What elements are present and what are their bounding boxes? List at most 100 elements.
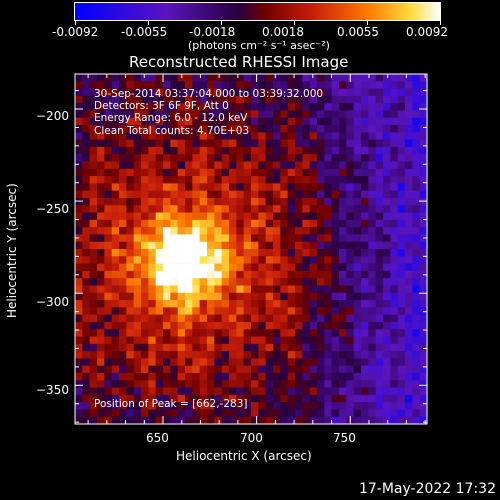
heatmap-cell xyxy=(236,321,244,330)
heatmap-cell xyxy=(317,256,325,264)
heatmap-cell xyxy=(353,365,362,374)
heatmap-cell xyxy=(375,212,384,221)
heatmap-cell xyxy=(104,219,112,228)
heatmap-cell xyxy=(229,249,237,257)
heatmap-cell xyxy=(309,132,318,140)
heatmap-cell xyxy=(199,197,208,206)
heatmap-cell xyxy=(251,154,259,162)
heatmap-cell xyxy=(126,146,134,155)
heatmap-cell xyxy=(419,74,428,82)
heatmap-cell xyxy=(229,183,237,191)
heatmap-cell xyxy=(170,95,178,104)
heatmap-cell xyxy=(133,110,142,119)
heatmap-cell xyxy=(141,416,149,425)
heatmap-cell xyxy=(273,387,281,396)
heatmap-cell xyxy=(331,387,340,396)
heatmap-cell xyxy=(89,212,98,221)
heatmap-cell xyxy=(317,110,325,119)
heatmap-cell xyxy=(155,314,164,323)
heatmap-cell xyxy=(221,358,230,366)
heatmap-cell xyxy=(383,95,391,104)
heatmap-cell xyxy=(265,358,274,366)
heatmap-cell xyxy=(273,270,281,279)
heatmap-cell xyxy=(163,81,171,89)
heatmap-cell xyxy=(280,329,288,337)
heatmap-cell xyxy=(375,278,384,286)
heatmap-cell xyxy=(324,74,332,82)
heatmap-cell xyxy=(133,256,142,264)
heatmap-cell xyxy=(383,249,391,257)
heatmap-cell xyxy=(75,292,83,301)
heatmap-cell xyxy=(163,321,171,330)
heatmap-cell xyxy=(280,74,288,82)
heatmap-cell xyxy=(419,168,428,177)
heatmap-cell xyxy=(199,176,208,184)
heatmap-cell xyxy=(177,336,186,345)
heatmap-cell xyxy=(141,402,149,410)
heatmap-cell xyxy=(287,161,296,170)
heatmap-cell xyxy=(353,307,362,315)
heatmap-cell xyxy=(375,402,384,410)
heatmap-cell xyxy=(368,256,376,264)
heatmap-cell xyxy=(317,190,325,199)
heatmap-cell xyxy=(375,95,384,104)
heatmap-cell xyxy=(368,183,376,191)
heatmap-cell xyxy=(295,132,303,140)
heatmap-cell xyxy=(251,336,259,345)
heatmap-cell xyxy=(214,205,222,213)
heatmap-cell xyxy=(141,380,149,388)
heatmap-cell xyxy=(324,117,332,126)
heatmap-cell xyxy=(287,329,296,337)
heatmap-cell xyxy=(236,307,244,315)
heatmap-cell xyxy=(221,161,230,170)
heatmap-cell xyxy=(302,81,310,89)
heatmap-cell xyxy=(375,168,384,177)
heatmap-cell xyxy=(419,416,428,425)
heatmap-cell xyxy=(339,81,347,89)
heatmap-cell xyxy=(163,103,171,111)
heatmap-cell xyxy=(192,351,200,359)
heatmap-cell xyxy=(375,285,384,294)
heatmap-cell xyxy=(199,380,208,388)
heatmap-cell xyxy=(390,285,398,294)
heatmap-cell xyxy=(133,197,142,206)
heatmap-cell xyxy=(339,88,347,97)
heatmap-cell xyxy=(229,416,237,425)
heatmap-cell xyxy=(104,263,112,272)
heatmap-cell xyxy=(302,372,310,381)
heatmap-cell xyxy=(170,307,178,315)
heatmap-cell xyxy=(397,358,406,366)
heatmap-cell xyxy=(111,197,120,206)
heatmap-cell xyxy=(251,358,259,366)
heatmap-cell xyxy=(133,117,142,126)
heatmap-cell xyxy=(412,256,420,264)
heatmap-cell xyxy=(368,351,376,359)
heatmap-cell xyxy=(236,343,244,352)
heatmap-cell xyxy=(412,263,420,272)
heatmap-cell xyxy=(390,270,398,279)
heatmap-cell xyxy=(258,161,266,170)
heatmap-cell xyxy=(111,154,120,162)
energy-range-text: Energy Range: 6.0 - 12.0 keV xyxy=(94,112,248,125)
heatmap-cell xyxy=(397,270,406,279)
heatmap-cell xyxy=(243,139,252,148)
heatmap-cell xyxy=(346,154,354,162)
heatmap-cell xyxy=(82,307,90,315)
heatmap-cell xyxy=(126,161,134,170)
heatmap-cell xyxy=(207,314,215,323)
heatmap-cell xyxy=(97,387,105,396)
heatmap-cell xyxy=(361,168,369,177)
heatmap-cell xyxy=(273,125,281,133)
heatmap-cell xyxy=(236,329,244,337)
heatmap-cell xyxy=(111,74,120,82)
heatmap-cell xyxy=(295,314,303,323)
heatmap-cell xyxy=(265,329,274,337)
heatmap-cell xyxy=(214,380,222,388)
heatmap-cell xyxy=(155,88,164,97)
heatmap-cell xyxy=(390,409,398,418)
heatmap-cell xyxy=(89,125,98,133)
heatmap-cell xyxy=(104,394,112,403)
heatmap-cell xyxy=(141,132,149,140)
heatmap-cell xyxy=(229,88,237,97)
heatmap-cell xyxy=(280,88,288,97)
